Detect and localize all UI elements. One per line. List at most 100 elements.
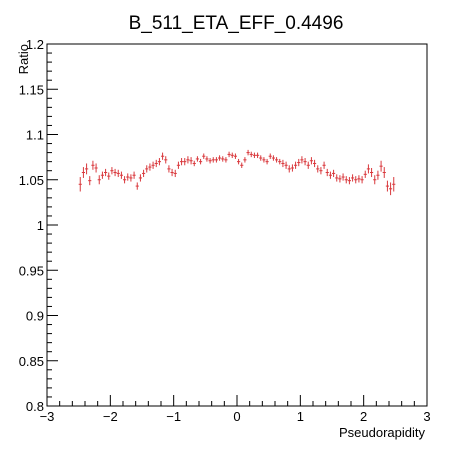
- data-point: [233, 153, 237, 159]
- data-point: [85, 163, 89, 175]
- data-point: [316, 165, 320, 173]
- data-point: [116, 169, 120, 178]
- y-tick-label: 0.85: [19, 354, 44, 369]
- data-point: [275, 157, 279, 163]
- data-point: [135, 182, 139, 190]
- data-point: [303, 158, 307, 166]
- data-point: [385, 180, 389, 192]
- data-point: [129, 174, 133, 182]
- data-point: [300, 156, 304, 164]
- data-point: [170, 168, 174, 177]
- y-tick-label: 0.9: [26, 309, 44, 324]
- x-tick-label: 0: [233, 409, 240, 424]
- x-tick-label: −3: [40, 409, 55, 424]
- data-point: [297, 158, 301, 167]
- data-point: [287, 165, 291, 173]
- data-point: [284, 161, 288, 169]
- data-point: [205, 156, 209, 162]
- data-point: [78, 177, 82, 192]
- data-point: [313, 159, 317, 168]
- y-tick-label: 1.1: [26, 128, 44, 143]
- data-point: [173, 169, 177, 178]
- data-point: [224, 157, 228, 163]
- data-point: [366, 164, 370, 174]
- data-point: [94, 163, 98, 173]
- data-point: [281, 159, 285, 168]
- data-point: [319, 167, 323, 175]
- data-point: [113, 168, 117, 177]
- data-point: [132, 171, 136, 179]
- x-tick-label: −1: [166, 409, 181, 424]
- x-tick-label: −2: [103, 409, 118, 424]
- data-point: [218, 155, 222, 161]
- data-point: [370, 167, 374, 178]
- data-point: [271, 155, 275, 161]
- x-tick-label: 1: [297, 409, 304, 424]
- data-point: [145, 165, 149, 173]
- data-point: [81, 167, 85, 178]
- data-point: [357, 175, 361, 183]
- data-point: [389, 182, 393, 196]
- data-point: [176, 161, 180, 169]
- x-axis-label: Pseudorapidity: [339, 425, 425, 440]
- data-point: [259, 155, 263, 161]
- data-point: [230, 152, 234, 159]
- data-point: [249, 151, 253, 158]
- data-points: [78, 149, 396, 196]
- plot-frame: [46, 43, 428, 407]
- data-point: [186, 156, 190, 164]
- data-point: [376, 170, 380, 180]
- data-point: [110, 167, 114, 175]
- data-point: [344, 176, 348, 184]
- data-point: [151, 161, 155, 169]
- data-point: [192, 160, 196, 167]
- data-point: [91, 160, 95, 170]
- data-point: [100, 171, 104, 179]
- data-point: [97, 175, 101, 185]
- y-tick-label: 0.95: [19, 263, 44, 278]
- y-axis-label: Ratio: [16, 44, 31, 74]
- data-point: [379, 160, 383, 172]
- data-point: [306, 161, 310, 169]
- x-tick-label: 2: [360, 409, 367, 424]
- data-point: [154, 159, 158, 168]
- data-point: [167, 165, 171, 173]
- data-point: [119, 171, 123, 179]
- data-point: [325, 168, 329, 177]
- data-point: [392, 177, 396, 192]
- data-point: [104, 168, 108, 177]
- data-point: [265, 158, 269, 165]
- data-point: [164, 156, 168, 164]
- data-point: [309, 157, 313, 165]
- data-point: [347, 177, 351, 185]
- data-point: [294, 161, 298, 169]
- data-point: [373, 175, 377, 185]
- data-point: [202, 153, 206, 159]
- data-point: [252, 152, 256, 159]
- y-tick-label: 1: [37, 218, 44, 233]
- data-point: [148, 163, 152, 171]
- x-axis: −3 −2 −1 0 1 2 3: [40, 395, 431, 424]
- data-point: [189, 157, 193, 165]
- data-point: [354, 176, 358, 184]
- data-point: [360, 176, 364, 184]
- data-point: [382, 167, 386, 178]
- data-point: [246, 149, 250, 156]
- data-point: [142, 169, 146, 178]
- data-point: [363, 170, 367, 178]
- data-point: [338, 175, 342, 183]
- data-point: [341, 173, 345, 181]
- chart-title: B_511_ETA_EFF_0.4496: [129, 13, 344, 34]
- data-point: [237, 158, 241, 165]
- data-point: [214, 157, 218, 163]
- data-point: [157, 158, 161, 166]
- data-point: [180, 158, 184, 166]
- data-point: [199, 158, 203, 165]
- data-point: [123, 176, 127, 184]
- data-point: [240, 162, 244, 168]
- y-tick-label: 0.8: [26, 399, 44, 414]
- y-tick-label: 1.05: [19, 173, 44, 188]
- data-point: [161, 152, 165, 160]
- data-point: [221, 156, 225, 162]
- data-point: [351, 174, 355, 182]
